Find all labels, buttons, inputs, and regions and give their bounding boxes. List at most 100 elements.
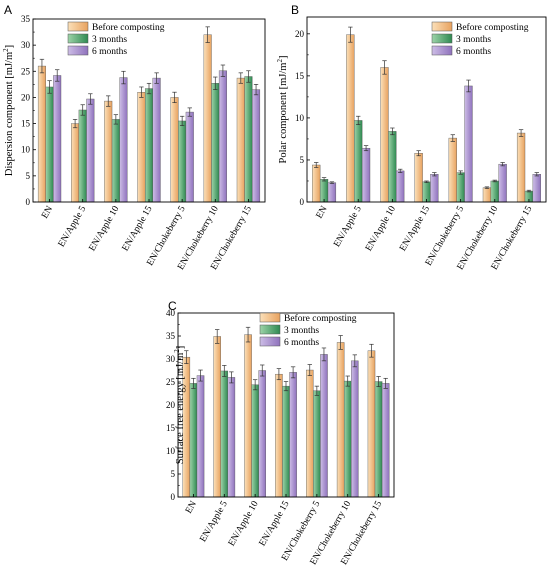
panel-letter-1: B <box>291 3 299 17</box>
bar-1-2-1 <box>361 147 371 203</box>
bar-2-2-6 <box>381 383 390 498</box>
bar-2-2-0 <box>196 375 205 498</box>
y-tick-label-2-5: 5 <box>171 469 176 479</box>
category-label-0-2: EN/Apple 10 <box>88 204 122 253</box>
legend-swatch-1-1 <box>431 33 453 44</box>
bar-2-0-4 <box>306 369 314 498</box>
bar-2-1-4 <box>313 390 321 498</box>
y-tick-label-1-0: 0 <box>300 197 305 207</box>
bar-0-2-2 <box>119 77 128 203</box>
legend-swatch-1-2 <box>431 45 453 56</box>
bar-2-0-3 <box>275 373 283 498</box>
bar-2-2-2 <box>258 370 266 498</box>
bar-1-2-0 <box>327 182 337 203</box>
y-tick-label-1-10: 10 <box>295 113 305 123</box>
y-tick-label-2-40: 40 <box>166 308 176 318</box>
y-tick-label-2-25: 25 <box>166 377 176 387</box>
legend-swatch-2-2 <box>259 336 281 347</box>
panel-letter-0: A <box>4 3 12 17</box>
bar-2-0-1 <box>213 336 221 498</box>
bar-1-0-6 <box>516 132 526 203</box>
bar-2-1-3 <box>282 385 290 498</box>
bar-2-1-6 <box>374 381 383 498</box>
bar-2-1-0 <box>189 383 198 498</box>
bar-1-1-4 <box>456 172 465 203</box>
bar-1-2-6 <box>532 174 541 203</box>
bar-0-0-3 <box>137 91 146 203</box>
legend-label-0-0: Before composting <box>92 22 165 33</box>
bar-2-2-5 <box>351 360 359 498</box>
bar-0-2-3 <box>152 77 161 203</box>
y-tick-label-2-20: 20 <box>166 400 176 410</box>
bar-1-1-2 <box>388 131 397 203</box>
legend-swatch-2-0 <box>259 312 281 323</box>
legend-label-1-2: 6 months <box>456 47 491 57</box>
bar-0-1-2 <box>111 119 120 203</box>
y-tick-label-0-10: 10 <box>21 145 31 155</box>
plot-frame-1 <box>306 16 547 203</box>
bar-0-2-6 <box>252 89 261 203</box>
legend-swatch-1-0 <box>431 21 453 32</box>
bar-0-2-5 <box>218 70 227 203</box>
category-label-1-0: EN <box>315 204 330 220</box>
legend-label-0-2: 6 months <box>92 47 127 57</box>
chart-panel-b: 0 5 10 15 20 EN EN/Apple 5 EN/Apple 10 EN/Apple … <box>276 3 547 272</box>
category-label-1-3: EN/Apple 15 <box>398 204 432 253</box>
bar-1-1-1 <box>354 120 363 203</box>
legend-label-2-0: Before composting <box>284 313 357 324</box>
bar-0-0-1 <box>71 123 80 203</box>
legend-swatch-0-2 <box>67 45 89 56</box>
y-tick-label-2-30: 30 <box>166 354 176 364</box>
bar-1-0-2 <box>380 67 389 203</box>
bar-0-0-6 <box>236 77 245 203</box>
legend-label-2-2: 6 months <box>284 338 319 348</box>
bar-0-0-0 <box>37 65 46 203</box>
bar-0-1-1 <box>78 109 87 203</box>
y-tick-label-2-10: 10 <box>166 446 176 456</box>
category-label-1-2: EN/Apple 10 <box>364 204 398 253</box>
bar-0-2-1 <box>86 98 95 203</box>
bar-2-1-5 <box>343 380 352 498</box>
bar-2-1-2 <box>251 384 259 498</box>
y-tick-label-1-20: 20 <box>295 29 305 39</box>
bar-1-0-4 <box>448 137 457 203</box>
y-axis-label-0: Dispersion component [mJ/m2] <box>2 45 15 176</box>
bar-2-2-3 <box>289 372 297 498</box>
bar-0-0-5 <box>203 34 212 203</box>
panel-letter-2: C <box>168 299 177 313</box>
bar-2-2-4 <box>320 354 328 498</box>
bar-2-0-5 <box>336 342 345 498</box>
category-label-1-1: EN/Apple 5 <box>332 204 364 249</box>
bar-0-1-4 <box>178 120 187 203</box>
bar-1-1-5 <box>490 180 499 203</box>
legend-label-0-1: 3 months <box>92 35 127 45</box>
category-label-0-0: EN <box>40 204 55 220</box>
bar-1-1-0 <box>319 179 329 203</box>
category-label-0-1: EN/Apple 5 <box>57 204 89 249</box>
category-label-2-2: EN/Apple 10 <box>227 499 261 548</box>
y-tick-label-0-15: 15 <box>21 119 31 129</box>
bar-0-0-2 <box>104 100 113 203</box>
bar-1-2-5 <box>498 163 507 203</box>
bar-1-2-2 <box>396 170 405 203</box>
y-axis-label-2: Surface free energy [mJ/m2] <box>173 346 186 464</box>
bar-1-0-1 <box>346 34 355 203</box>
bar-1-2-4 <box>464 85 473 203</box>
category-label-2-3: EN/Apple 15 <box>258 499 292 548</box>
bar-0-1-5 <box>211 83 220 203</box>
y-tick-label-0-25: 25 <box>21 66 31 76</box>
y-tick-label-0-5: 5 <box>26 171 31 181</box>
bar-1-0-0 <box>312 164 321 203</box>
category-label-0-3: EN/Apple 15 <box>121 204 155 253</box>
bar-1-1-3 <box>422 181 431 203</box>
legend-swatch-0-1 <box>67 33 89 44</box>
bar-1-2-3 <box>430 174 439 203</box>
y-tick-label-0-0: 0 <box>26 197 31 207</box>
bar-0-1-3 <box>144 88 154 203</box>
y-tick-label-0-20: 20 <box>21 92 31 102</box>
y-tick-label-2-35: 35 <box>166 331 176 341</box>
bar-1-0-3 <box>414 153 423 203</box>
y-tick-label-0-30: 30 <box>21 40 31 50</box>
y-axis-label-1: Polar component [mJ/m2] <box>276 56 289 164</box>
category-label-2-0: EN <box>184 499 199 515</box>
